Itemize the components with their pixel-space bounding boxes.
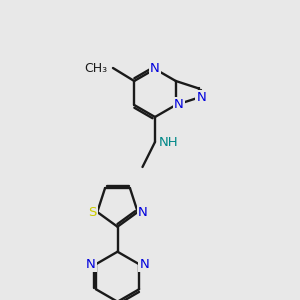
Text: N: N bbox=[174, 98, 184, 112]
Text: CH₃: CH₃ bbox=[84, 61, 107, 74]
Text: N: N bbox=[197, 91, 206, 104]
Text: S: S bbox=[88, 206, 97, 218]
Text: N: N bbox=[150, 62, 160, 76]
Text: N: N bbox=[138, 206, 148, 218]
Text: NH: NH bbox=[159, 136, 179, 148]
Text: N: N bbox=[139, 258, 149, 271]
Text: N: N bbox=[86, 258, 96, 271]
